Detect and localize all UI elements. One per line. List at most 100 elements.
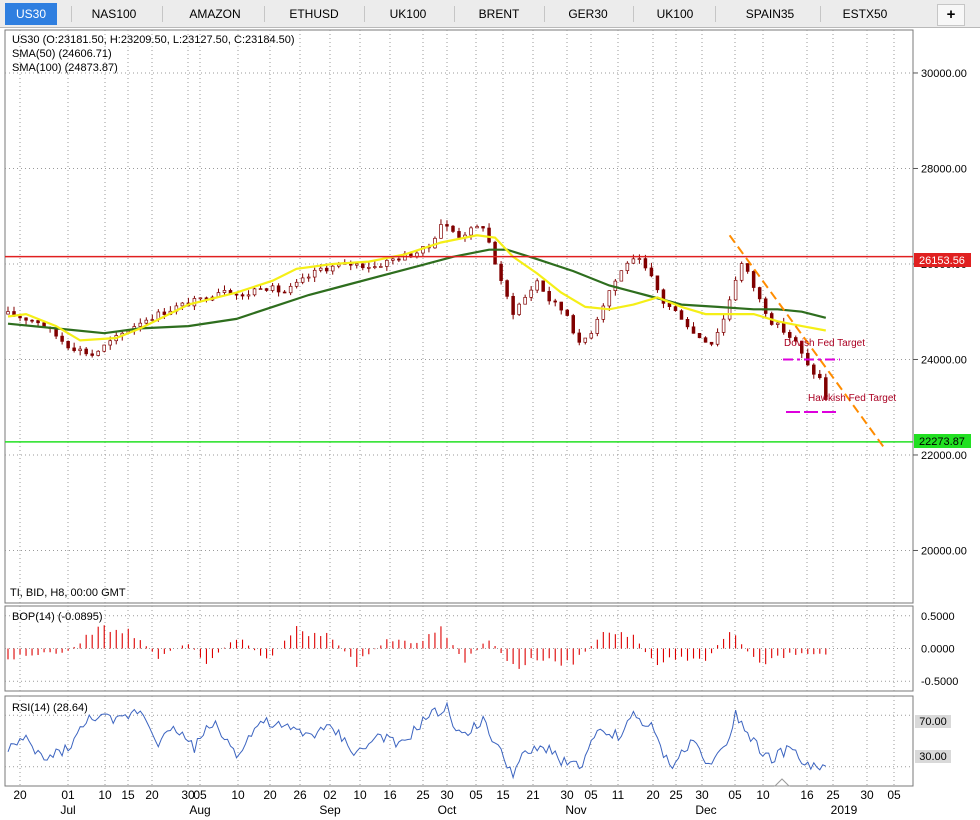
x-month-label: 2019	[831, 803, 858, 817]
x-month-label: Dec	[695, 803, 716, 817]
tab-brent[interactable]: BRENT	[478, 7, 520, 21]
candle-body	[276, 285, 281, 293]
x-tick-label: 05	[193, 788, 207, 802]
candle-body	[631, 258, 636, 264]
sma50-header: SMA(50) (24606.71)	[12, 48, 112, 60]
candle-body	[493, 241, 497, 265]
candle-body	[108, 340, 112, 346]
tab-uk100-2[interactable]: UK100	[656, 7, 694, 21]
x-tick-label: 05	[469, 788, 483, 802]
candle-body	[787, 332, 792, 338]
tab-separator	[71, 6, 72, 22]
candle-body	[246, 294, 251, 297]
x-tick-label: 10	[353, 788, 367, 802]
candle-body	[727, 299, 732, 320]
x-tick-label: 05	[584, 788, 598, 802]
candle-body	[553, 300, 557, 303]
candle-body	[499, 263, 503, 281]
tab-ger30[interactable]: GER30	[568, 7, 608, 21]
x-tick-label: 16	[800, 788, 814, 802]
candle-body	[445, 224, 449, 227]
tab-nas100[interactable]: NAS100	[91, 7, 137, 21]
bop-y-tick-label: 0.0000	[921, 644, 955, 656]
x-tick-label: 15	[121, 788, 135, 802]
candle-body	[625, 262, 630, 272]
candle-body	[150, 319, 155, 321]
candle-body	[751, 271, 756, 288]
scroll-marker-icon[interactable]	[773, 778, 791, 787]
candle-body	[451, 225, 455, 232]
tab-separator	[715, 6, 716, 22]
tab-estx50[interactable]: ESTX50	[842, 7, 888, 21]
candle-body	[697, 333, 702, 339]
y-tick-label: 20000.00	[921, 545, 967, 557]
rsi-70-label: 70.00	[919, 716, 947, 728]
x-tick-label: 20	[145, 788, 159, 802]
candle-body	[66, 341, 70, 349]
x-tick-label: 21	[526, 788, 540, 802]
candle-body	[601, 305, 606, 320]
candle-body	[288, 285, 293, 294]
rsi-header: RSI(14) (28.64)	[12, 702, 88, 714]
sma100-header: SMA(100) (24873.87)	[12, 62, 118, 74]
trend-line	[728, 234, 887, 451]
x-tick-label: 20	[646, 788, 660, 802]
candle-body	[715, 332, 720, 345]
candle-body	[559, 301, 563, 311]
x-tick-label: 05	[728, 788, 742, 802]
candle-body	[583, 337, 588, 343]
candle-body	[685, 319, 690, 328]
x-tick-label: 15	[496, 788, 510, 802]
bop-header: BOP(14) (-0.0895)	[12, 611, 102, 623]
candle-body	[391, 258, 395, 261]
tab-amazon[interactable]: AMAZON	[189, 7, 241, 21]
candle-body	[264, 288, 269, 291]
tab-ethusd[interactable]: ETHUSD	[289, 7, 339, 21]
resistance-price-label: 26153.56	[919, 255, 965, 267]
x-tick-label: 01	[61, 788, 75, 802]
candle-body	[721, 318, 726, 333]
candle-body	[36, 320, 40, 324]
candle-body	[517, 303, 521, 315]
add-tab-button[interactable]: +	[937, 4, 965, 26]
x-month-label: Sep	[319, 803, 341, 817]
candle-body	[745, 263, 750, 272]
candle-body	[252, 288, 257, 296]
candle-body	[102, 344, 106, 352]
hawkish-target-label: Hawkish Fed Target	[808, 393, 896, 404]
candle-body	[511, 295, 515, 315]
candle-body	[355, 263, 359, 266]
x-month-label: Oct	[438, 803, 457, 817]
rsi-30-tag	[915, 750, 951, 763]
candle-body	[306, 276, 311, 279]
candle-body	[733, 279, 738, 301]
candle-body	[595, 319, 600, 334]
candle-body	[78, 348, 82, 351]
candle-body	[6, 311, 10, 315]
candle-body	[571, 315, 576, 334]
candle-body	[661, 289, 666, 304]
x-tick-label: 25	[826, 788, 840, 802]
support-price-label: 22273.87	[919, 436, 965, 448]
candle-body	[282, 291, 287, 294]
x-tick-label: 25	[669, 788, 683, 802]
candle-body	[565, 309, 569, 316]
candle-body	[673, 306, 678, 312]
tab-uk100[interactable]: UK100	[389, 7, 427, 21]
x-tick-label: 30	[181, 788, 195, 802]
candle-body	[330, 265, 335, 272]
tab-us30[interactable]: US30	[5, 3, 57, 25]
candle-body	[739, 263, 744, 281]
x-month-label: Nov	[565, 803, 586, 817]
candle-body	[96, 350, 100, 356]
candle-body	[667, 303, 672, 307]
x-tick-label: 25	[416, 788, 430, 802]
resistance-price-tag	[914, 253, 971, 267]
tab-spain35[interactable]: SPAIN35	[745, 7, 795, 21]
candle-body	[607, 290, 612, 307]
x-month-label: Jul	[60, 803, 75, 817]
candle-body	[589, 333, 594, 339]
main-footer: TI, BID, H8, 00:00 GMT	[10, 587, 126, 599]
x-tick-label: 11	[612, 788, 625, 802]
